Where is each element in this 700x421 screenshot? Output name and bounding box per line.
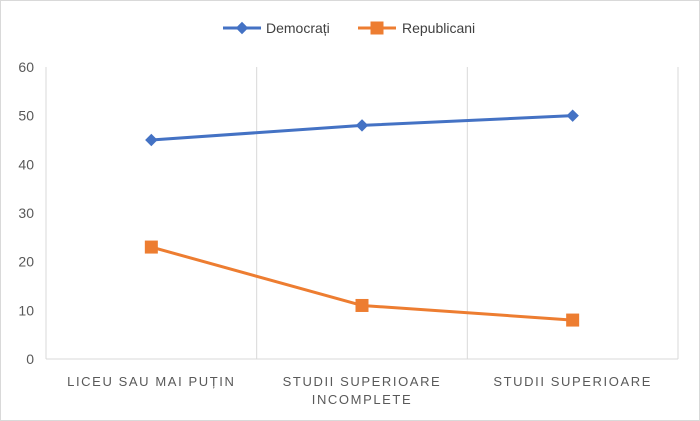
- data-point-diamond: [235, 21, 249, 35]
- data-point-diamond: [355, 119, 369, 132]
- x-tick-label: STUDII SUPERIOARE: [493, 374, 652, 389]
- y-tick-label: 40: [18, 156, 34, 172]
- y-tick-label: 10: [18, 302, 34, 318]
- y-tick-label: 60: [18, 59, 34, 75]
- x-tick-label: INCOMPLETE: [312, 392, 413, 407]
- data-point-square: [370, 21, 384, 35]
- x-tick-label: STUDII SUPERIOARE: [283, 374, 442, 389]
- x-tick-label: LICEU SAU MAI PUȚIN: [67, 374, 235, 389]
- data-point-square: [355, 298, 369, 312]
- data-point-diamond: [145, 133, 158, 147]
- y-tick-label: 0: [26, 351, 34, 367]
- data-point-diamond: [566, 109, 579, 122]
- legend-label: Republicani: [402, 20, 475, 36]
- legend-label: Democrați: [266, 20, 330, 36]
- data-point-square: [144, 240, 158, 254]
- data-point-square: [566, 313, 580, 327]
- y-tick-label: 50: [18, 108, 34, 124]
- y-tick-label: 30: [18, 205, 34, 221]
- y-tick-label: 20: [18, 254, 34, 270]
